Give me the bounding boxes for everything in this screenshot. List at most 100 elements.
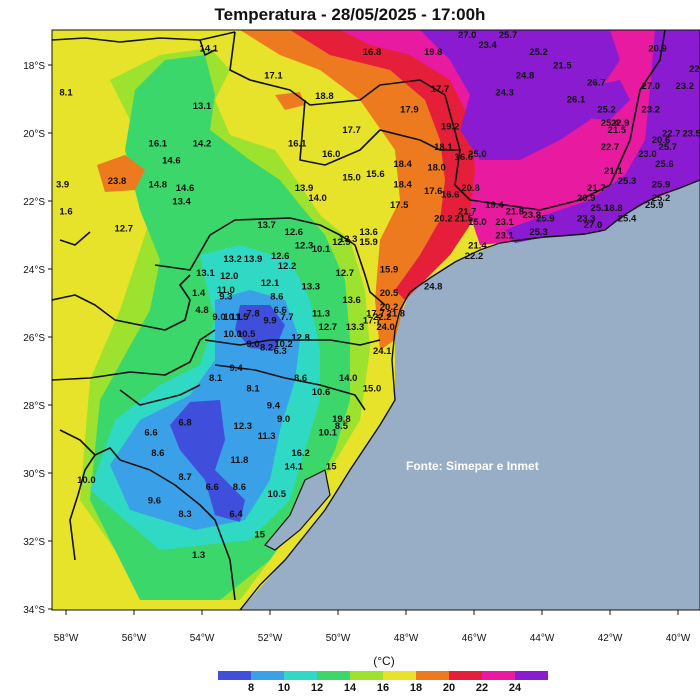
station-value: 19.8 bbox=[424, 47, 443, 58]
station-value: 17.7 bbox=[431, 84, 450, 95]
station-value: 23.2 bbox=[642, 105, 661, 116]
station-value: 13.7 bbox=[257, 220, 276, 231]
station-value: 20.9 bbox=[648, 43, 667, 54]
station-value: 17.5 bbox=[390, 200, 409, 211]
station-value: 24.0 bbox=[376, 322, 395, 333]
station-value: 14.1 bbox=[200, 43, 219, 54]
station-value: 18.8 bbox=[315, 91, 334, 102]
station-value: 25.9 bbox=[645, 200, 664, 211]
station-value: 13.2 bbox=[223, 254, 242, 265]
station-value: 9.3 bbox=[219, 292, 232, 303]
station-value: 22.2 bbox=[465, 251, 484, 262]
station-value: 13.3 bbox=[346, 322, 365, 333]
lon-tick-label: 40°W bbox=[666, 633, 691, 644]
station-value: 8.2 bbox=[260, 343, 273, 354]
station-value: 10.1 bbox=[319, 428, 338, 439]
station-value: 1.4 bbox=[192, 288, 206, 299]
station-value: 15 bbox=[255, 530, 266, 541]
station-value: 16.2 bbox=[291, 448, 310, 459]
station-value: 20.9 bbox=[577, 193, 596, 204]
station-value: 21.8 bbox=[506, 207, 525, 218]
station-value: 6.3 bbox=[274, 346, 287, 357]
station-value: 12.7 bbox=[336, 268, 355, 279]
station-value: 15.9 bbox=[380, 264, 399, 275]
latitude-ticks: 18°S 20°S 22°S 24°S 26°S 28°S 30°S 32°S 34°S bbox=[23, 61, 52, 616]
station-value: 20.2 bbox=[434, 213, 453, 224]
station-value: 12.7 bbox=[319, 322, 338, 333]
station-value: 18.0 bbox=[427, 162, 446, 173]
station-value: 11.8 bbox=[230, 455, 248, 466]
station-value: 6.6 bbox=[206, 482, 219, 493]
legend-tick-label: 8 bbox=[247, 682, 255, 694]
station-value: 13.1 bbox=[193, 101, 212, 112]
legend-tick-label: 18 bbox=[409, 682, 423, 694]
station-value: 17.6 bbox=[424, 186, 443, 197]
station-value: 4.8 bbox=[195, 305, 208, 316]
station-value: 7.7 bbox=[280, 312, 293, 323]
source-credit: Fonte: Simepar e Inmet bbox=[406, 459, 539, 473]
legend-swatch bbox=[218, 671, 251, 680]
station-value: 21.5 bbox=[553, 60, 572, 71]
station-value: 22.7 bbox=[689, 64, 700, 75]
station-value: 11.0 bbox=[217, 285, 235, 296]
station-value: 23.1 bbox=[495, 230, 514, 241]
lon-tick-label: 44°W bbox=[530, 633, 555, 644]
station-value: 19.4 bbox=[485, 200, 504, 211]
lon-tick-label: 46°W bbox=[462, 633, 487, 644]
station-value: 23.2 bbox=[676, 81, 695, 92]
station-value: 6.4 bbox=[229, 509, 243, 520]
lat-tick-label: 22°S bbox=[23, 197, 45, 208]
station-value: 8.6 bbox=[294, 373, 307, 384]
station-value: 13.1 bbox=[196, 268, 215, 279]
station-value: 21.7 bbox=[458, 207, 477, 218]
station-value: 14.6 bbox=[162, 156, 181, 167]
lon-tick-label: 50°W bbox=[326, 633, 351, 644]
station-value: 16.6 bbox=[455, 152, 474, 163]
station-value: 8.6 bbox=[151, 448, 164, 459]
station-value: 13.3 bbox=[339, 234, 358, 245]
station-value: 10.0 bbox=[77, 475, 96, 486]
station-value: 13.3 bbox=[302, 281, 321, 292]
station-value: 25.9 bbox=[652, 179, 671, 190]
lon-tick-label: 48°W bbox=[394, 633, 419, 644]
station-value: 9.6 bbox=[148, 496, 161, 507]
station-value: 8.1 bbox=[209, 373, 223, 384]
station-value: 10.0 bbox=[223, 329, 242, 340]
legend-swatch bbox=[251, 671, 284, 680]
station-value: 25.2 bbox=[597, 105, 616, 116]
legend-tick-label: 14 bbox=[343, 682, 357, 694]
station-value: 21.7 bbox=[587, 183, 606, 194]
legend-unit-label: (°C) bbox=[373, 654, 395, 668]
station-value: 25.3 bbox=[529, 227, 548, 238]
station-value: 1.3 bbox=[192, 550, 205, 561]
lon-tick-label: 54°W bbox=[190, 633, 215, 644]
legend-tick-label: 10 bbox=[277, 682, 291, 694]
station-value: 23.1 bbox=[495, 217, 514, 228]
station-value: 25.4 bbox=[618, 213, 637, 224]
lon-tick-label: 58°W bbox=[54, 633, 79, 644]
station-value: 21.1 bbox=[604, 166, 623, 177]
station-value: 12.6 bbox=[271, 251, 290, 262]
station-value: 9.9 bbox=[263, 315, 276, 326]
station-value: 15 bbox=[326, 462, 337, 473]
longitude-ticks: 58°W 56°W 54°W 52°W 50°W 48°W 46°W 44°W 42°W 40°W bbox=[54, 610, 691, 644]
lat-tick-label: 34°S bbox=[23, 605, 45, 616]
legend-swatch bbox=[350, 671, 383, 680]
station-value: 17.7 bbox=[342, 125, 361, 136]
station-value: 7.8 bbox=[246, 309, 259, 320]
station-value: 21.5 bbox=[455, 213, 474, 224]
station-value: 8.3 bbox=[178, 509, 191, 520]
station-value: 12.6 bbox=[285, 227, 304, 238]
station-value: 23.8 bbox=[523, 210, 542, 221]
station-value: 12.8 bbox=[291, 332, 310, 343]
station-value: 1.6 bbox=[59, 207, 72, 218]
station-value: 13.9 bbox=[244, 254, 263, 265]
station-value: 9.4 bbox=[267, 400, 281, 411]
lat-tick-label: 30°S bbox=[23, 469, 45, 480]
station-value: 23.5 bbox=[682, 128, 700, 139]
station-value: 13.9 bbox=[295, 183, 314, 194]
station-value: 21.8 bbox=[387, 309, 406, 320]
lat-tick-label: 32°S bbox=[23, 537, 45, 548]
station-value: 15.6 bbox=[366, 169, 385, 180]
